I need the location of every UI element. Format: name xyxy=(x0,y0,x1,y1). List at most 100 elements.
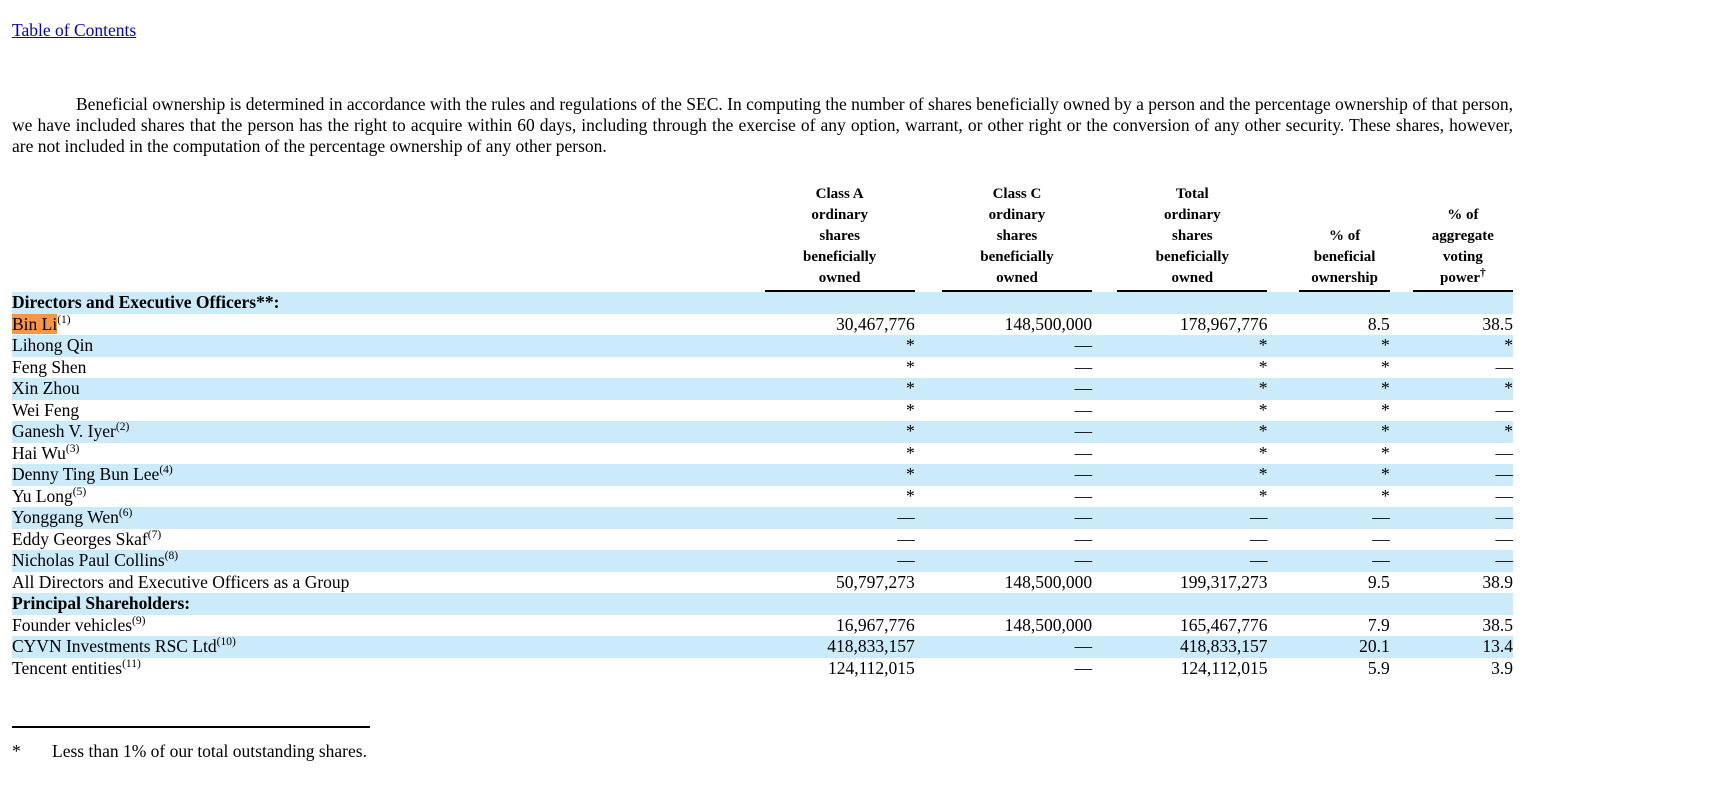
value-cell: * xyxy=(1267,378,1390,400)
value-cell: * xyxy=(764,335,915,357)
value-cell: — xyxy=(1267,507,1390,529)
footnote-marker: * xyxy=(12,741,21,761)
column-header-class-a: Class A ordinary shares beneficially own… xyxy=(764,184,915,292)
column-header-total: Total ordinary shares beneficially owned xyxy=(1092,184,1268,292)
table-row: Eddy Georges Skaf(7) — — — — — xyxy=(12,529,1513,551)
table-row: CYVN Investments RSC Ltd(10) 418,833,157—… xyxy=(12,636,1513,658)
value-cell: — xyxy=(1074,399,1093,420)
value-cell: 38.5 xyxy=(1482,614,1513,635)
table-row: Hai Wu(3) * — * * — xyxy=(12,443,1513,465)
value-cell: — xyxy=(1074,485,1093,506)
ownership-table-header: Class A ordinary shares beneficially own… xyxy=(12,184,1513,292)
value-cell: — xyxy=(1074,657,1093,678)
entity-name: Directors and Executive Officers**: xyxy=(12,292,280,312)
value-cell: 38.5 xyxy=(1482,313,1513,334)
search-highlight: Bin Li xyxy=(12,313,58,334)
table-row: Yu Long(5) * — * * — xyxy=(12,486,1513,508)
footnote-less-than-1pct: * Less than 1% of our total outstanding … xyxy=(12,741,1513,762)
value-cell xyxy=(1267,593,1390,615)
value-cell: — xyxy=(1495,399,1514,420)
table-row: All Directors and Executive Officers as … xyxy=(12,572,1513,594)
table-row: Wei Feng * — * * — xyxy=(12,400,1513,422)
value-cell: — xyxy=(764,507,915,529)
footnote-ref: (10) xyxy=(216,636,236,649)
value-cell: 13.4 xyxy=(1389,636,1513,658)
intro-paragraph: Beneficial ownership is determined in ac… xyxy=(12,94,1513,156)
value-cell: — xyxy=(1372,528,1390,549)
section-header-row: Principal Shareholders: xyxy=(12,593,1513,615)
value-cell: 165,467,776 xyxy=(1179,614,1268,635)
value-cell xyxy=(764,292,915,314)
entity-name: Wei Feng xyxy=(12,399,80,420)
column-header-class-c: Class C ordinary shares beneficially own… xyxy=(915,184,1093,292)
value-cell: * xyxy=(764,378,915,400)
value-cell xyxy=(1389,292,1513,314)
footnote-ref: (7) xyxy=(147,528,162,541)
entity-name-cell: Yu Long(5) xyxy=(12,486,765,508)
entity-name: Founder vehicles xyxy=(12,614,133,635)
footnote-ref: (4) xyxy=(159,464,173,477)
value-cell: — xyxy=(914,636,1093,658)
value-cell: 8.5 xyxy=(1367,313,1390,334)
value-cell: * xyxy=(1389,421,1513,443)
column-header-class-a-label: Class A ordinary shares beneficially own… xyxy=(764,184,915,292)
entity-name-cell: Yonggang Wen(6) xyxy=(12,507,765,529)
entity-name-cell: Principal Shareholders: xyxy=(12,593,765,615)
value-cell: 148,500,000 xyxy=(1004,571,1093,592)
entity-name-cell: All Directors and Executive Officers as … xyxy=(12,572,765,594)
table-row: Tencent entities(11) 124,112,015 — 124,112,… xyxy=(12,658,1513,680)
footnote-ref: (11) xyxy=(122,657,141,670)
footnote-divider xyxy=(12,726,370,728)
entity-name: Eddy Georges Skaf xyxy=(12,528,148,549)
entity-name: Denny Ting Bun Lee xyxy=(12,464,160,484)
value-cell: — xyxy=(1495,485,1514,506)
value-cell: * xyxy=(1092,464,1268,486)
entity-name-cell: Wei Feng xyxy=(12,400,765,422)
value-cell: — xyxy=(1249,528,1268,549)
value-cell: — xyxy=(1092,550,1268,572)
column-header-pct-beneficial: % of beneficial ownership xyxy=(1267,184,1390,292)
value-cell: — xyxy=(1495,442,1514,463)
entity-name: Yu Long xyxy=(12,485,73,506)
value-cell xyxy=(1092,593,1268,615)
value-cell: — xyxy=(1389,464,1513,486)
value-cell: 124,112,015 xyxy=(1180,657,1268,678)
entity-name: Xin Zhou xyxy=(12,378,80,398)
entity-name: Yonggang Wen xyxy=(12,507,119,527)
header-row: Class A ordinary shares beneficially own… xyxy=(12,184,1513,292)
value-cell: — xyxy=(1389,507,1513,529)
value-cell: 148,500,000 xyxy=(1004,313,1093,334)
value-cell: — xyxy=(914,335,1093,357)
column-header-name xyxy=(12,184,765,292)
entity-name-cell: Ganesh V. Iyer(2) xyxy=(12,421,765,443)
value-cell: * xyxy=(1092,421,1268,443)
value-cell: * xyxy=(1389,335,1513,357)
value-cell: * xyxy=(764,421,915,443)
column-header-total-label: Total ordinary shares beneficially owned xyxy=(1117,184,1268,292)
value-cell: * xyxy=(1267,335,1390,357)
column-header-pct-voting: % of aggregate voting power† xyxy=(1390,184,1513,292)
footnote-text: Less than 1% of our total outstanding sh… xyxy=(52,741,367,761)
table-of-contents-link[interactable]: Table of Contents xyxy=(12,20,137,40)
value-cell: * xyxy=(1380,485,1390,506)
entity-name-cell: Tencent entities(11) xyxy=(12,658,765,680)
value-cell: 3.9 xyxy=(1491,657,1513,678)
footnote-ref: (1) xyxy=(57,313,71,326)
entity-name-cell: Founder vehicles(9) xyxy=(12,615,765,637)
value-cell: * xyxy=(1258,399,1268,420)
value-cell: * xyxy=(906,399,915,420)
value-cell: 199,317,273 xyxy=(1179,571,1268,592)
entity-name: Feng Shen xyxy=(12,356,87,377)
value-cell: — xyxy=(897,528,915,549)
table-row: Ganesh V. Iyer(2) * — * * * xyxy=(12,421,1513,443)
value-cell: — xyxy=(764,550,915,572)
value-cell: 5.9 xyxy=(1367,657,1390,678)
entity-name-cell: Bin Li(1) xyxy=(12,313,765,336)
entity-name: Hai Wu xyxy=(12,442,66,463)
footnote-ref: (6) xyxy=(118,507,133,520)
table-row: Denny Ting Bun Lee(4) * — * * — xyxy=(12,464,1513,486)
entity-name-cell: Denny Ting Bun Lee(4) xyxy=(12,464,765,486)
value-cell: — xyxy=(914,550,1093,572)
value-cell: * xyxy=(1092,335,1268,357)
value-cell: 20.1 xyxy=(1267,636,1390,658)
